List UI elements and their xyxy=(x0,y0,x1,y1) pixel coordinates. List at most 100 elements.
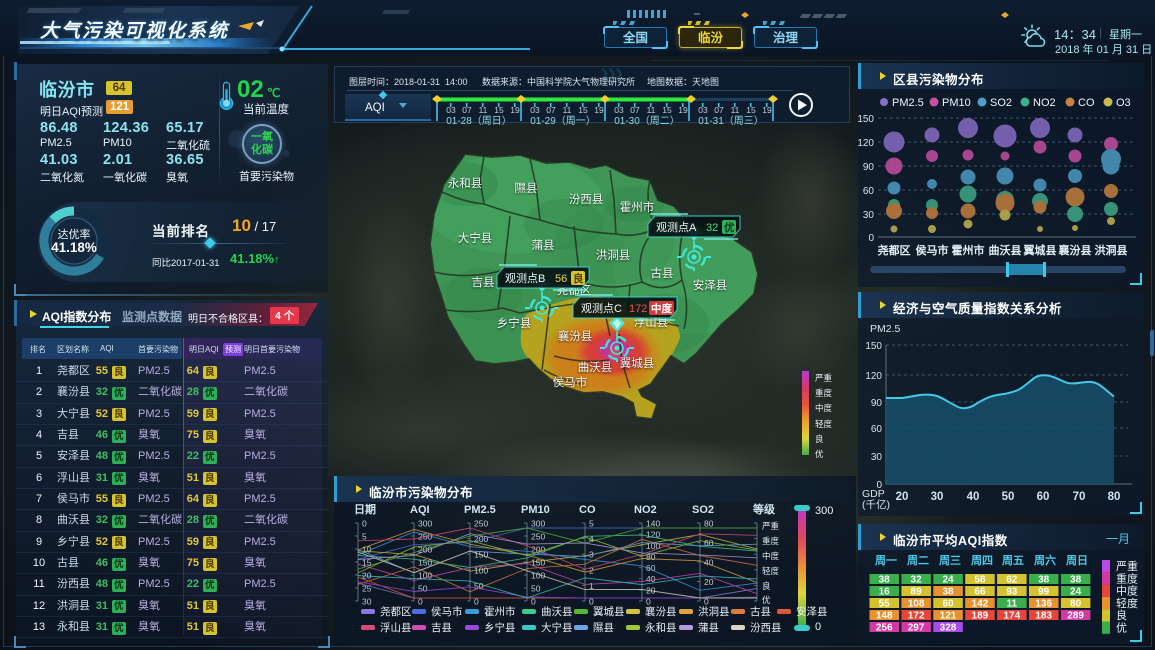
svg-text:(千亿): (千亿) xyxy=(862,498,890,511)
svg-text:洪洞县: 洪洞县 xyxy=(1095,243,1128,257)
svg-text:优: 优 xyxy=(815,449,824,459)
svg-text:中度: 中度 xyxy=(762,551,780,561)
svg-text:周二: 周二 xyxy=(907,554,929,567)
svg-text:中度: 中度 xyxy=(651,302,672,315)
svg-text:150: 150 xyxy=(531,558,545,568)
svg-text:108: 108 xyxy=(908,598,925,609)
svg-text:40: 40 xyxy=(646,574,656,584)
svg-text:0: 0 xyxy=(646,597,651,607)
svg-text:62: 62 xyxy=(1006,574,1018,585)
svg-text:89: 89 xyxy=(911,586,923,597)
svg-text:15: 15 xyxy=(578,105,588,115)
svg-text:32: 32 xyxy=(706,222,718,234)
svg-text:30: 30 xyxy=(871,452,883,463)
svg-text:观测点A: 观测点A xyxy=(656,221,697,234)
svg-text:60: 60 xyxy=(863,186,875,197)
svg-text:328: 328 xyxy=(940,622,957,633)
svg-text:重度: 重度 xyxy=(815,388,833,398)
svg-text:01-30（周二）: 01-30（周二） xyxy=(614,115,680,125)
svg-text:80: 80 xyxy=(704,519,714,529)
svg-text:0: 0 xyxy=(876,480,882,491)
svg-text:曲沃县: 曲沃县 xyxy=(578,361,613,374)
svg-text:中度: 中度 xyxy=(1116,584,1138,598)
svg-text:300: 300 xyxy=(418,519,432,529)
svg-text:尧都区: 尧都区 xyxy=(878,243,911,257)
svg-text:曲沃县: 曲沃县 xyxy=(989,243,1022,257)
svg-text:03: 03 xyxy=(698,105,708,115)
svg-text:汾西县: 汾西县 xyxy=(569,193,604,206)
svg-text:PM10: PM10 xyxy=(942,97,971,109)
svg-text:重度: 重度 xyxy=(1116,571,1138,585)
svg-text:58: 58 xyxy=(974,574,986,585)
svg-text:GDP: GDP xyxy=(862,488,885,500)
svg-text:01-28（周日）: 01-28（周日） xyxy=(446,115,512,125)
svg-text:38: 38 xyxy=(942,586,954,597)
svg-text:15: 15 xyxy=(746,105,756,115)
svg-text:100: 100 xyxy=(531,571,545,581)
svg-text:183: 183 xyxy=(1035,610,1052,621)
svg-text:90: 90 xyxy=(863,162,875,173)
svg-text:250: 250 xyxy=(474,519,488,529)
svg-text:翼城县: 翼城县 xyxy=(620,357,655,370)
svg-text:19: 19 xyxy=(678,105,688,115)
svg-text:297: 297 xyxy=(908,622,925,633)
svg-text:周三: 周三 xyxy=(939,554,961,567)
svg-text:80: 80 xyxy=(1108,491,1121,503)
svg-text:严重: 严重 xyxy=(762,521,780,531)
svg-text:142: 142 xyxy=(972,598,989,609)
svg-text:120: 120 xyxy=(865,371,882,382)
svg-text:11: 11 xyxy=(563,105,572,115)
svg-text:优: 优 xyxy=(1116,622,1127,635)
svg-text:60: 60 xyxy=(646,563,656,573)
svg-text:140: 140 xyxy=(646,519,660,529)
svg-text:16: 16 xyxy=(879,586,891,597)
svg-text:20: 20 xyxy=(362,571,372,581)
svg-text:24: 24 xyxy=(942,574,954,585)
svg-text:55: 55 xyxy=(879,598,891,609)
svg-text:300: 300 xyxy=(815,505,833,517)
svg-text:50: 50 xyxy=(531,584,541,594)
svg-text:NO2: NO2 xyxy=(634,504,657,516)
svg-text:安泽县: 安泽县 xyxy=(693,278,728,292)
svg-text:AQI: AQI xyxy=(410,504,430,516)
svg-text:60: 60 xyxy=(871,424,883,435)
svg-text:93: 93 xyxy=(1006,586,1018,597)
svg-text:100: 100 xyxy=(474,565,488,575)
svg-text:蒲县: 蒲县 xyxy=(532,238,555,252)
svg-text:PM2.5: PM2.5 xyxy=(870,323,901,335)
svg-text:霍州市: 霍州市 xyxy=(620,200,655,214)
svg-text:256: 256 xyxy=(876,622,893,633)
svg-text:古县: 古县 xyxy=(651,266,674,280)
svg-text:300: 300 xyxy=(531,519,545,529)
svg-text:周日: 周日 xyxy=(1066,554,1088,567)
svg-text:良: 良 xyxy=(815,434,824,444)
svg-text:19: 19 xyxy=(762,105,772,115)
svg-text:174: 174 xyxy=(1003,610,1020,621)
svg-text:50: 50 xyxy=(1002,491,1015,503)
svg-text:0: 0 xyxy=(474,597,479,607)
svg-text:0: 0 xyxy=(418,597,423,607)
svg-text:20: 20 xyxy=(704,577,714,587)
svg-text:15: 15 xyxy=(494,105,504,115)
svg-text:襄汾县: 襄汾县 xyxy=(558,329,593,343)
svg-text:80: 80 xyxy=(646,552,656,562)
svg-text:O3: O3 xyxy=(1116,97,1131,109)
svg-text:永和县: 永和县 xyxy=(448,176,483,190)
svg-text:07: 07 xyxy=(630,105,640,115)
svg-text:0: 0 xyxy=(362,519,367,529)
svg-text:重度: 重度 xyxy=(762,536,780,546)
svg-text:07: 07 xyxy=(714,105,724,115)
svg-text:19: 19 xyxy=(594,105,604,115)
svg-text:严重: 严重 xyxy=(815,373,833,383)
svg-text:10: 10 xyxy=(362,545,372,555)
svg-text:38: 38 xyxy=(1038,574,1050,585)
svg-text:0: 0 xyxy=(531,597,536,607)
svg-text:周四: 周四 xyxy=(971,554,993,567)
svg-text:11: 11 xyxy=(647,105,656,115)
svg-text:日期: 日期 xyxy=(354,503,376,516)
svg-text:霍州市: 霍州市 xyxy=(952,243,985,257)
svg-text:25: 25 xyxy=(362,584,372,594)
svg-text:40: 40 xyxy=(967,491,980,503)
svg-text:80: 80 xyxy=(1070,598,1082,609)
svg-text:03: 03 xyxy=(446,105,456,115)
